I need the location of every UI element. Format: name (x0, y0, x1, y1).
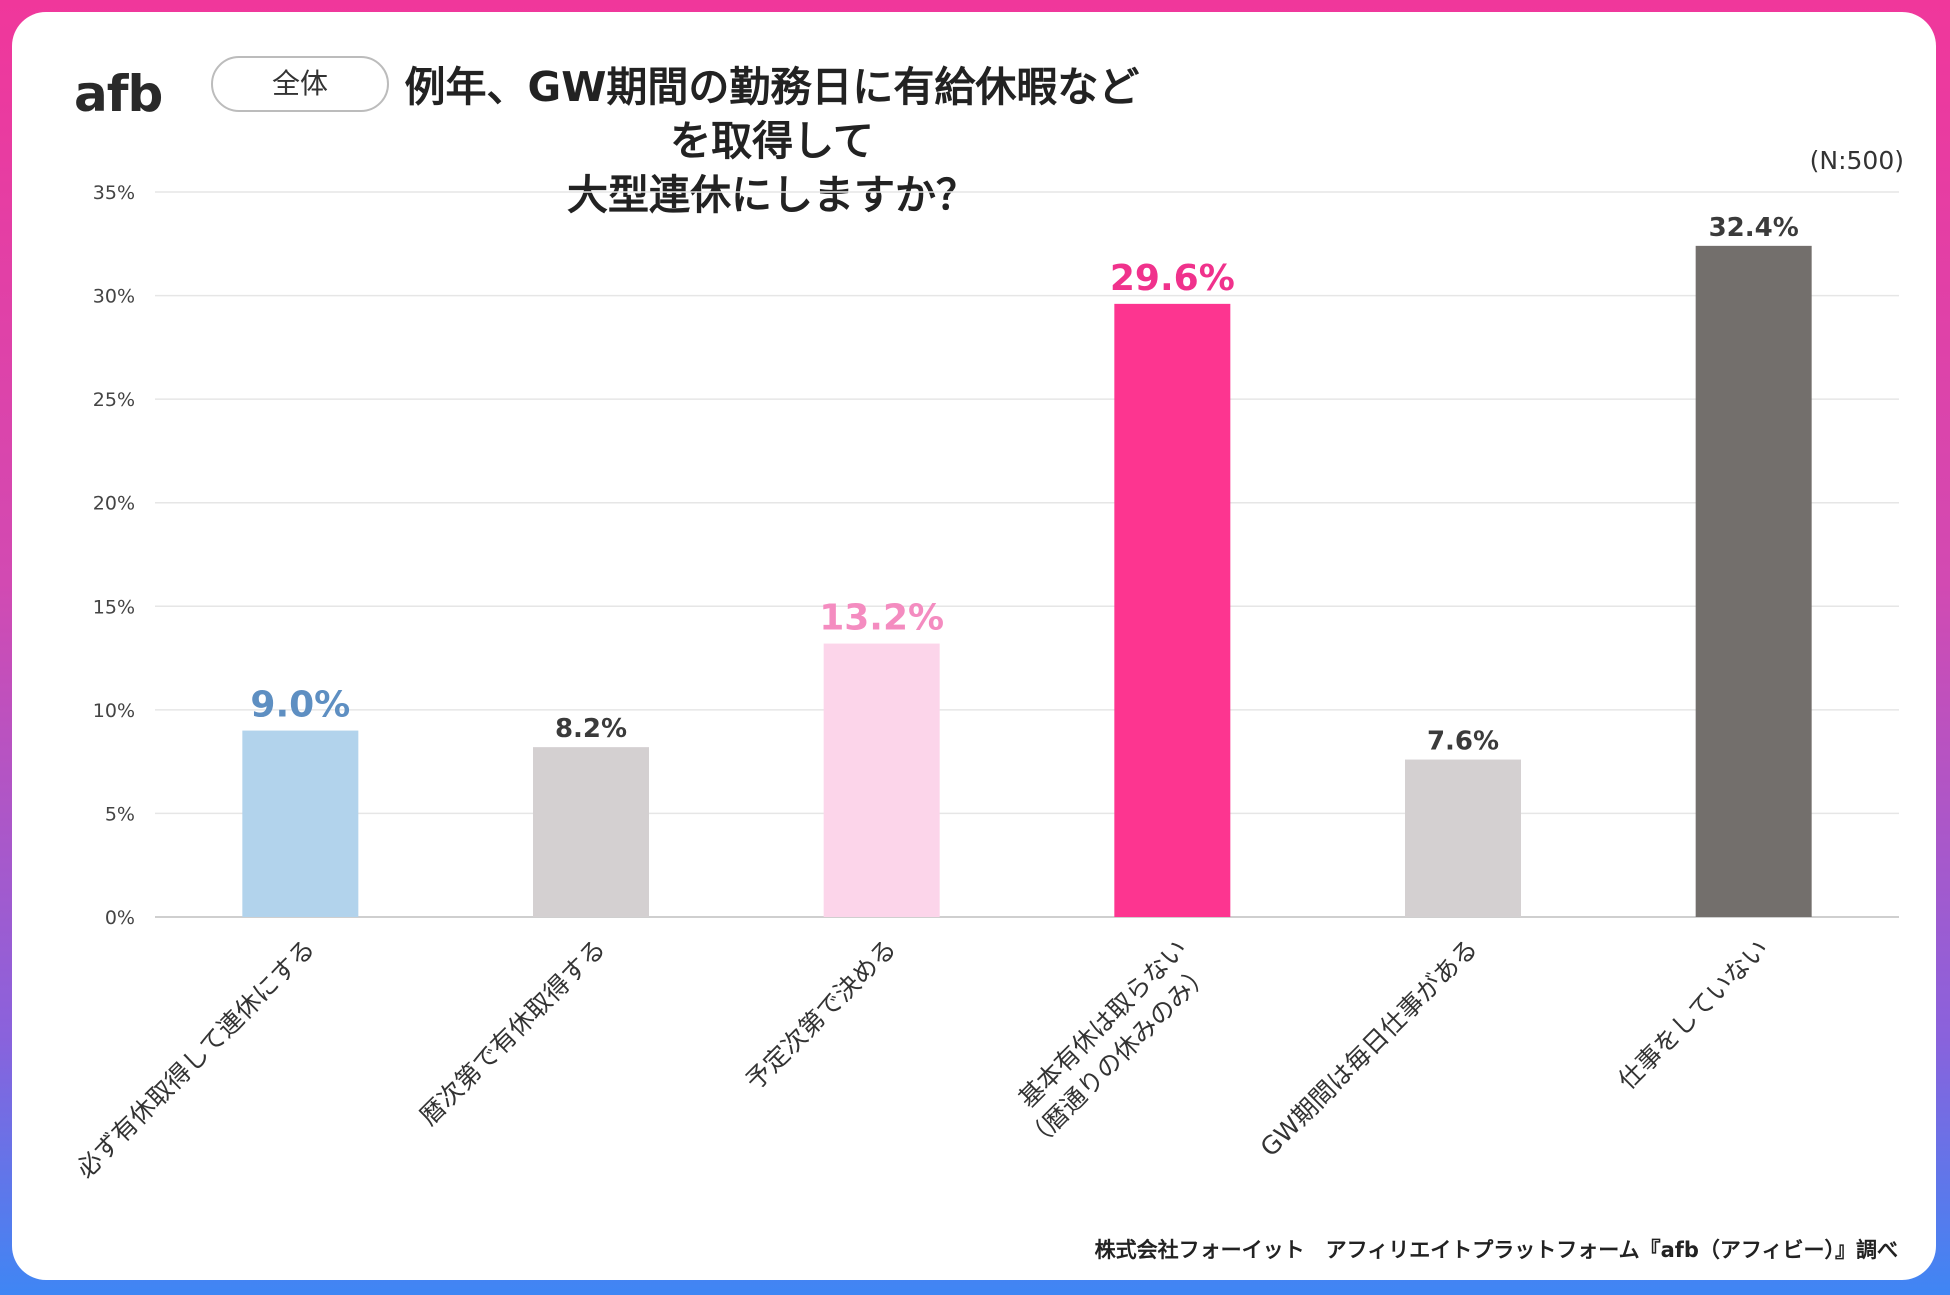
chart-title-line1: 例年、GW期間の勤務日に有給休暇などを取得して (404, 63, 1140, 165)
gridlines (155, 191, 1899, 918)
value-label: 13.2% (819, 598, 944, 639)
afb-logo: afb (74, 64, 194, 124)
source-credit: 株式会社フォーイット アフィリエイトプラットフォーム『afb（アフィビー）』調べ (1094, 1238, 1898, 1262)
value-label: 8.2% (555, 714, 627, 744)
chart-card: afb 全体 例年、GW期間の勤務日に有給休暇などを取得して 大型連休にしますか… (12, 12, 1936, 1280)
x-tick-label-line: 必ず有休取得して連休にする (71, 934, 321, 1184)
x-tick-label: 仕事をしていない (1613, 934, 1774, 1095)
bar (1695, 245, 1812, 917)
y-tick-label: 35% (93, 182, 135, 204)
sample-size-label: (N:500) (1809, 146, 1904, 175)
x-tick-label: 暦次第で有休取得する (414, 934, 611, 1131)
bar (1114, 303, 1231, 917)
x-tick-label: 予定次第で決める (740, 934, 902, 1096)
bar (242, 730, 359, 917)
x-tick-label-line: 暦次第で有休取得する (414, 934, 611, 1131)
y-axis-ticks: 0% 5% 10% 15% 20% 25% 30% 35% (93, 182, 135, 929)
x-tick-label: 必ず有休取得して連休にする (71, 934, 321, 1184)
x-tick-label-line: GW期間は毎日仕事がある (1255, 934, 1483, 1162)
y-tick-label: 0% (105, 907, 135, 929)
y-tick-label: 10% (93, 700, 135, 722)
value-label: 29.6% (1110, 258, 1235, 299)
bar (823, 643, 940, 917)
y-tick-label: 20% (93, 493, 135, 515)
value-label: 7.6% (1427, 727, 1499, 757)
segment-all-button[interactable]: 全体 (211, 56, 389, 112)
value-labels: 9.0% 8.2% 13.2% 29.6% 7.6% 32.4% (250, 213, 1798, 757)
x-tick-label-line: 予定次第で決める (740, 934, 902, 1096)
x-axis-labels: 必ず有休取得して連休にする 暦次第で有休取得する 予定次第で決める 基本有休は取らない… (71, 934, 1774, 1184)
x-tick-label-line: 仕事をしていない (1613, 934, 1774, 1095)
x-tick-label: 基本有休は取らない（暦通りの休みのみ） (995, 934, 1216, 1155)
y-tick-label: 5% (105, 803, 135, 825)
bar-chart: 0% 5% 10% 15% 20% 25% 30% 35% 9.0% 8.2% 13.2% 29.6… (71, 182, 1899, 1184)
y-tick-label: 15% (93, 596, 135, 618)
chart-title-line2: 大型連休にしますか？ (567, 171, 977, 219)
x-tick-label: GW期間は毎日仕事がある (1255, 934, 1483, 1162)
y-tick-label: 25% (93, 389, 135, 411)
bar (533, 747, 649, 917)
logo-text: afb (74, 65, 163, 123)
bars (242, 245, 1812, 917)
value-label: 9.0% (250, 685, 350, 726)
value-label: 32.4% (1709, 213, 1799, 243)
bar (1405, 759, 1521, 917)
y-tick-label: 30% (93, 286, 135, 308)
chart-title: 例年、GW期間の勤務日に有給休暇などを取得して 大型連休にしますか？ (392, 60, 1152, 222)
